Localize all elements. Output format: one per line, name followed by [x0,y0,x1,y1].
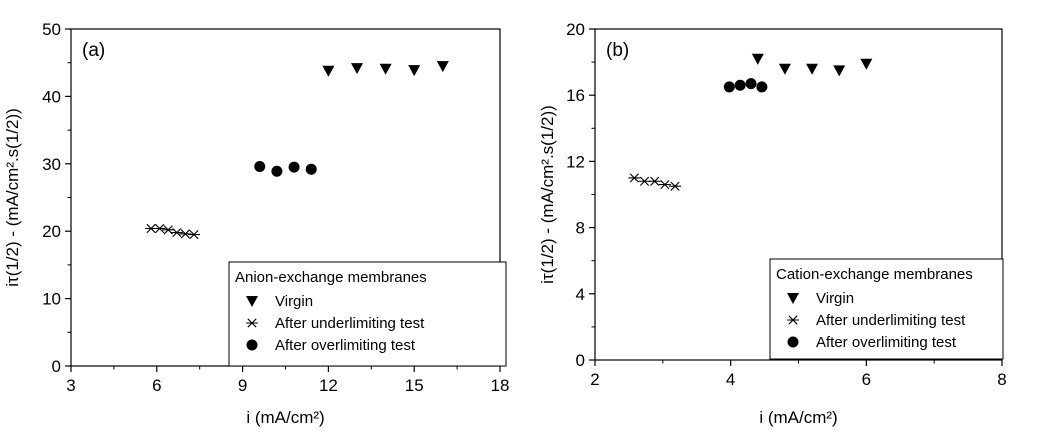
x-tick-label: 6 [152,376,161,395]
x-tick-label: 15 [405,376,424,395]
data-point [756,81,768,93]
legend-entry: After underlimiting test [275,315,425,332]
data-point [648,176,661,186]
panel-tag: (a) [82,40,105,61]
x-tick-label: 9 [238,376,247,395]
legend-title: Anion-exchange membranes [235,269,427,286]
legend-marker [787,315,799,325]
x-axis-title: i (mA/cm²) [246,408,324,427]
series-triangle-down [322,61,449,77]
data-point [305,163,317,175]
y-tick-label: 0 [576,351,585,370]
y-tick-label: 16 [566,86,585,105]
series-circle [723,78,768,93]
legend-marker [787,336,799,348]
data-point [628,173,641,183]
y-tick-label: 0 [52,357,61,376]
legend-marker [787,293,799,304]
y-axis-title: iτ(1/2) - (mA/cm².s(1/2)) [3,108,22,287]
series-circle [254,160,317,177]
panel-tag: (b) [606,40,629,61]
data-point [187,229,200,240]
data-point [288,161,300,173]
data-point [669,181,682,191]
data-point [379,63,392,75]
data-point [860,58,873,70]
y-tick-label: 20 [42,222,61,241]
data-point [170,227,183,238]
data-point [408,65,421,77]
x-tick-label: 3 [66,376,75,395]
legend-box [769,258,1004,360]
data-point [254,160,266,172]
data-point [153,223,166,234]
x-tick-label: 4 [726,370,735,389]
y-tick-label: 40 [42,87,61,106]
data-point [351,63,363,75]
y-tick-label: 12 [566,152,585,171]
legend-entry: After underlimiting test [816,312,966,329]
data-point [322,65,335,77]
data-point [179,229,192,239]
legend: Anion-exchange membranes Virgin After unde… [228,261,507,367]
data-point [745,78,757,90]
chart-panel-b: 2 4 6 8 0 4 8 12 16 20 i (mA/cm²) iτ(1/2) - (mA/cm²… [538,20,1007,427]
legend-entry: Virgin [816,290,854,307]
legend-marker [246,318,258,328]
x-tick-label: 18 [491,376,510,395]
data-point [723,81,735,93]
y-tick-label: 4 [576,285,585,304]
series-asterisk [628,173,682,191]
legend-entry: After overlimiting test [275,337,416,354]
series-asterisk [145,223,200,240]
y-tick-label: 20 [566,20,585,39]
x-tick-label: 12 [319,376,338,395]
legend-box [228,261,507,367]
chart-panel-a: 3 6 9 12 15 18 0 10 20 30 40 50 i (mA/cm²) iτ(1/2) - … [3,20,509,427]
legend: Cation-exchange membranes Virgin After und… [769,258,1004,360]
data-point [271,165,283,177]
data-point [734,79,746,91]
y-tick-label: 50 [42,20,61,39]
data-point [833,65,846,77]
data-point [658,179,671,190]
legend-entry: After overlimiting test [816,334,957,351]
data-point [778,63,791,75]
x-tick-label: 2 [590,370,599,389]
x-tick-label: 8 [997,370,1006,389]
data-point [436,61,449,73]
legend-title: Cation-exchange membranes [776,266,973,283]
legend-marker [246,296,258,307]
data-point [751,53,764,65]
legend-entry: Virgin [275,293,313,310]
x-axis-title: i (mA/cm²) [759,408,837,427]
y-axis-title: iτ(1/2) - (mA/cm².s(1/2)) [538,105,557,284]
series-triangle-down [751,53,873,77]
legend-marker [246,339,258,351]
y-tick-label: 10 [42,290,61,309]
y-tick-label: 30 [42,155,61,174]
y-tick-label: 8 [576,219,585,238]
x-tick-label: 6 [862,370,871,389]
data-point [638,176,651,186]
data-point [806,63,819,75]
